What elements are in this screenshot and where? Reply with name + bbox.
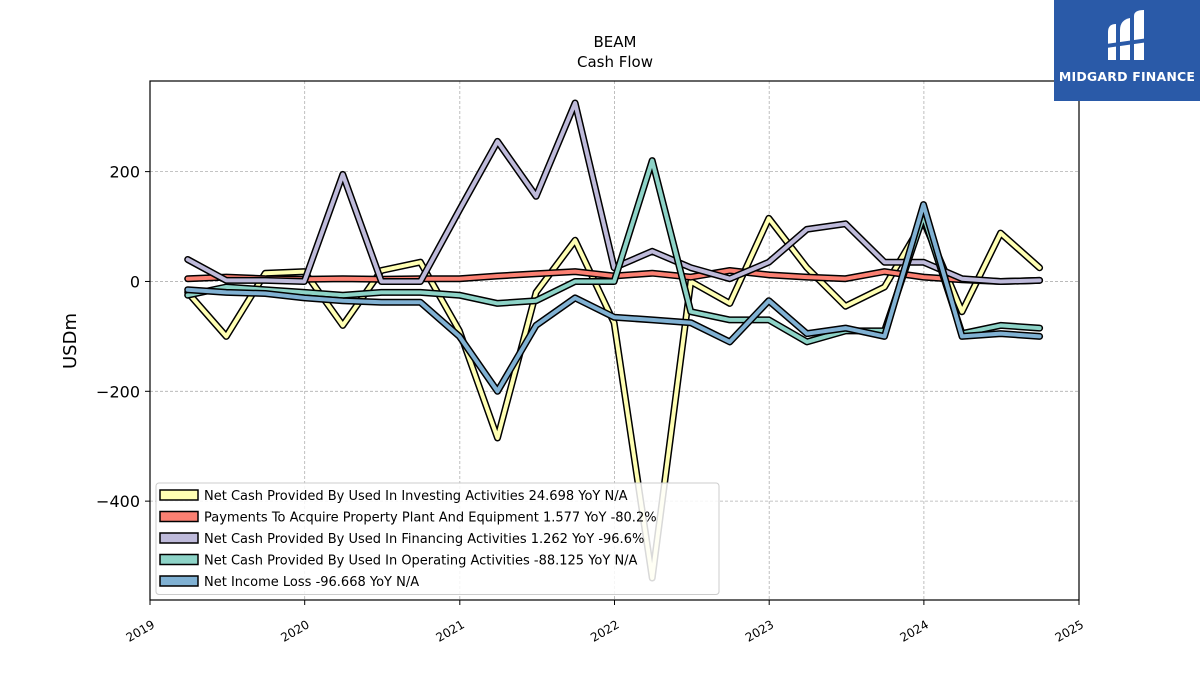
legend: Net Cash Provided By Used In Investing A… — [155, 482, 720, 595]
brand-mark-icon — [1106, 10, 1148, 60]
series-line — [185, 101, 1042, 284]
legend-swatch — [159, 575, 199, 587]
legend-item: Net Cash Provided By Used In Operating A… — [159, 553, 638, 569]
legend-box — [155, 482, 720, 595]
legend-swatch — [159, 510, 199, 523]
x-tick-label: 2019 — [124, 617, 157, 644]
legend-label: Net Income Loss -96.668 YoY N/A — [204, 575, 419, 590]
legend-label: Net Cash Provided By Used In Financing A… — [204, 532, 644, 547]
y-tick-label: 0 — [130, 272, 140, 291]
legend-item: Net Cash Provided By Used In Financing A… — [159, 532, 644, 547]
legend-item: Net Income Loss -96.668 YoY N/A — [159, 575, 419, 590]
x-tick-label: 2023 — [743, 617, 776, 644]
y-tick-label: 200 — [109, 163, 140, 182]
legend-label: Payments To Acquire Property Plant And E… — [204, 511, 657, 526]
y-tick-label: −200 — [96, 382, 140, 401]
series-2 — [184, 99, 1044, 285]
x-tick-label: 2024 — [898, 617, 931, 644]
legend-item: Payments To Acquire Property Plant And E… — [159, 510, 657, 526]
chart-subtitle: Cash Flow — [577, 53, 653, 71]
legend-item: Net Cash Provided By Used In Investing A… — [159, 489, 628, 504]
legend-swatch — [159, 489, 199, 501]
x-tick-label: 2021 — [433, 617, 466, 644]
x-tick-label: 2022 — [588, 617, 621, 644]
x-tick-label: 2020 — [278, 617, 311, 644]
chart-title: BEAM — [594, 33, 637, 51]
series-line — [185, 202, 1042, 394]
legend-swatch — [159, 532, 199, 544]
chart-title-group: BEAM Cash Flow — [577, 33, 653, 71]
legend-label: Net Cash Provided By Used In Investing A… — [204, 489, 628, 504]
x-tick-label: 2025 — [1053, 617, 1086, 644]
y-tick-label: −400 — [96, 492, 140, 511]
legend-label: Net Cash Provided By Used In Operating A… — [204, 554, 638, 569]
brand-logo: MIDGARD FINANCE — [1054, 0, 1200, 101]
y-axis-label: USDm — [60, 313, 81, 369]
series-layer — [184, 99, 1044, 582]
series-4 — [184, 201, 1044, 395]
legend-swatch — [159, 553, 199, 566]
brand-name: MIDGARD FINANCE — [1058, 69, 1196, 84]
